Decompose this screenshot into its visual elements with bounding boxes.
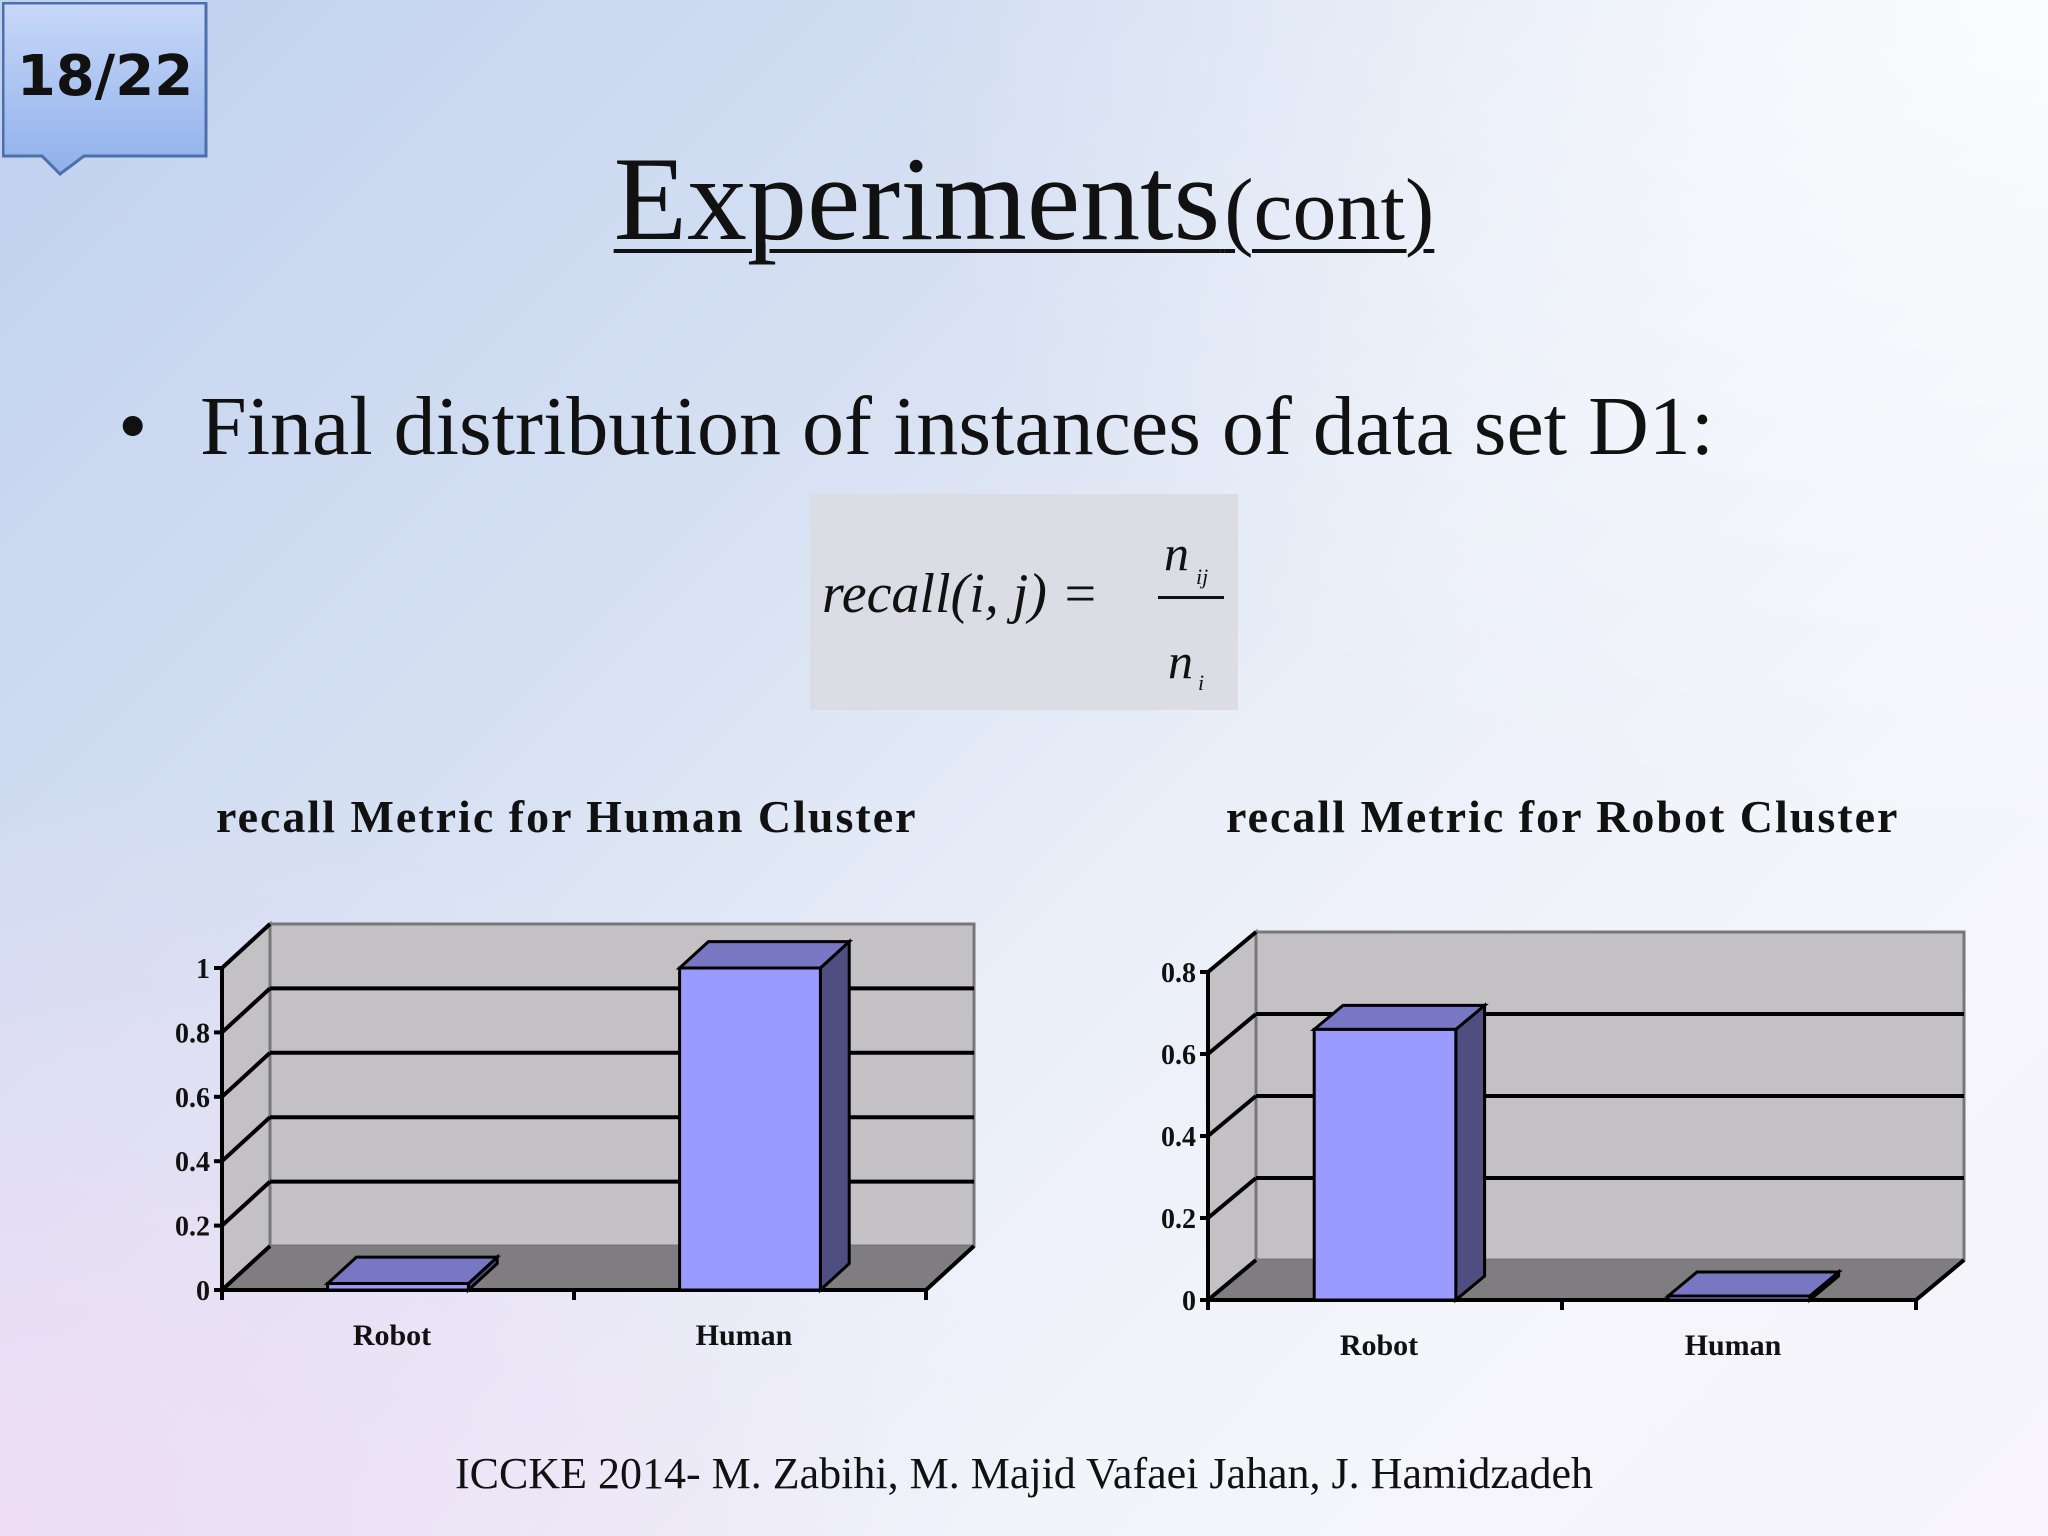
plot-side-wall [220, 920, 272, 1294]
formula-fraction-bar [1158, 596, 1224, 599]
chart-title-human-cluster: recall Metric for Human Cluster [216, 791, 918, 842]
formula-denominator-subscript: i [1198, 670, 1205, 695]
slide-title: Experiments (cont) [0, 130, 2048, 268]
bar-human [678, 966, 822, 1292]
formula-lhs: recall(i, j) = [822, 563, 1099, 625]
bar-top-human [1664, 1270, 1843, 1298]
formula-numerator-subscript: ij [1196, 564, 1209, 589]
gridline-side [220, 1051, 272, 1099]
gridline-side [1206, 930, 1258, 974]
page-number-callout-shape [1, 1, 208, 176]
bar-robot [326, 1282, 470, 1292]
y-tick-label: 1 [196, 954, 210, 985]
bar-top-human [675, 940, 854, 970]
gridline-side [220, 1244, 272, 1292]
bullet-dot-icon: • [118, 380, 148, 473]
y-tick-label: 0.2 [1161, 1204, 1196, 1235]
gridline-side [1206, 1258, 1258, 1302]
gridline-side [220, 922, 272, 970]
x-axis-depth [1914, 1258, 1966, 1302]
y-tick-label: 0.4 [175, 1147, 210, 1178]
chart-title-robot-cluster: recall Metric for Robot Cluster [1226, 791, 1900, 842]
gridline-side [220, 986, 272, 1034]
x-tick-label-human: Human [1685, 1329, 1782, 1362]
recall-formula: recall(i, j) = n ij n i [810, 494, 1238, 710]
plot-back-wall [268, 922, 976, 1248]
title-main: Experiments [613, 132, 1221, 265]
x-tick-label-human: Human [696, 1319, 793, 1352]
title-sub: (cont) [1224, 162, 1435, 259]
y-tick-label: 0 [1182, 1286, 1196, 1317]
page-number-badge: 18/22 [1, 1, 208, 176]
gridline-side [220, 1180, 272, 1228]
x-axis-depth [924, 1244, 976, 1292]
bar-human [1666, 1294, 1812, 1302]
formula-denominator: n [1168, 633, 1193, 689]
y-tick-label: 0.2 [175, 1212, 210, 1243]
y-tick-label: 0.6 [1161, 1040, 1196, 1071]
x-tick-label-robot: Robot [1340, 1329, 1418, 1362]
y-tick-label: 0.8 [1161, 958, 1196, 989]
y-tick-label: 0.6 [175, 1083, 210, 1114]
gridline-side [1206, 1094, 1258, 1138]
bar-top-robot [1310, 1003, 1489, 1031]
footer-citation: ICCKE 2014- M. Zabihi, M. Majid Vafaei J… [454, 1449, 1594, 1498]
chart-human-cluster: 0 0.2 0.4 0.6 0.8 1 Robot Human [175, 920, 976, 1352]
bullet-item: • Final distribution of instances of data… [118, 378, 1714, 475]
bar-top-robot [323, 1255, 502, 1286]
bar-side-human [818, 938, 851, 1294]
bar-side-robot [1454, 1002, 1487, 1304]
y-tick-label: 0.8 [175, 1018, 210, 1049]
gridline-side [1206, 1176, 1258, 1220]
bullet-text: Final distribution of instances of data … [200, 380, 1715, 473]
gridline-side [220, 1115, 272, 1163]
gridline-side [1206, 1012, 1258, 1056]
y-tick-label: 0.4 [1161, 1122, 1196, 1153]
bar-robot [1312, 1027, 1458, 1302]
page-number-label: 18/22 [16, 44, 194, 109]
formula-numerator: n [1164, 525, 1189, 581]
x-tick-label-robot: Robot [353, 1319, 431, 1352]
y-tick-label: 0 [196, 1276, 210, 1307]
chart-robot-cluster: 0 0.2 0.4 0.6 0.8 Robot Human [1161, 928, 1966, 1362]
